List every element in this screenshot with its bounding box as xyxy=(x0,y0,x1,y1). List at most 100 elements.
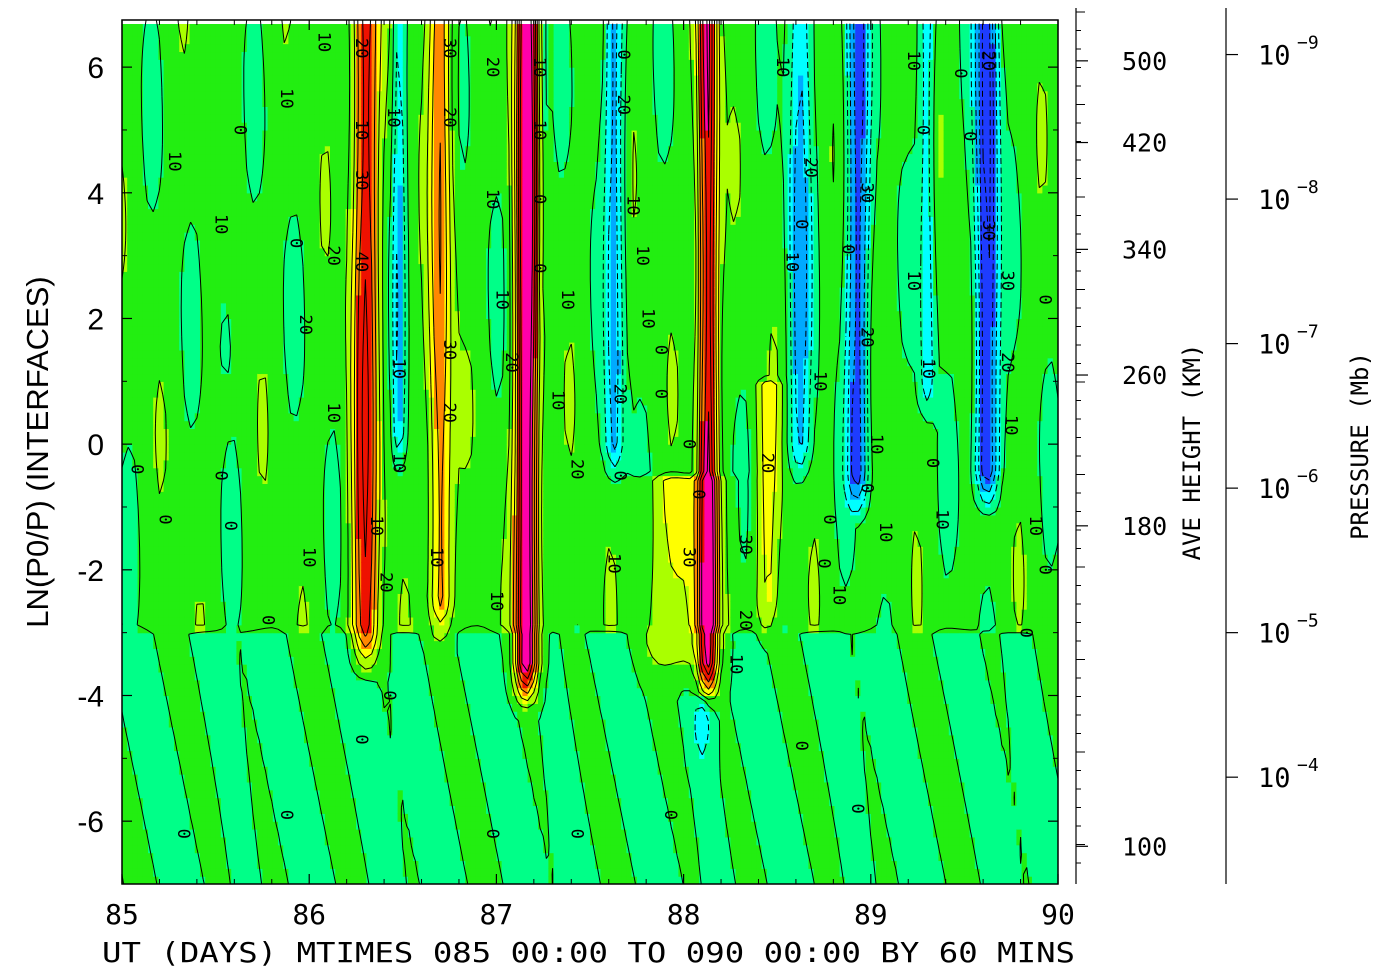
heatmap-cell xyxy=(137,616,144,626)
heatmap-cell xyxy=(179,640,185,649)
heatmap-cell xyxy=(132,373,139,382)
heatmap-cell xyxy=(283,208,289,217)
heatmap-cell xyxy=(335,74,341,84)
heatmap-cell xyxy=(350,742,357,752)
heatmap-cell xyxy=(236,161,243,170)
heatmap-cell xyxy=(272,687,279,697)
heatmap-cell xyxy=(205,200,211,210)
heatmap-cell xyxy=(168,813,175,822)
heatmap-cell xyxy=(304,829,310,838)
heatmap-cell xyxy=(293,326,300,335)
heatmap-cell xyxy=(184,648,191,657)
heatmap-cell xyxy=(210,789,217,799)
heatmap-cell xyxy=(293,349,300,359)
heatmap-cell xyxy=(158,514,165,524)
heatmap-cell xyxy=(257,616,263,626)
heatmap-cell xyxy=(267,294,274,304)
heatmap-cell xyxy=(168,506,175,516)
heatmap-cell xyxy=(257,703,263,712)
heatmap-cell xyxy=(137,279,144,288)
heatmap-cell xyxy=(288,129,295,139)
heatmap-cell xyxy=(200,789,206,799)
heatmap-cell xyxy=(293,491,300,500)
heatmap-cell xyxy=(267,585,274,594)
heatmap-cell xyxy=(168,192,175,202)
heatmap-cell xyxy=(304,365,310,375)
heatmap-cell xyxy=(257,43,263,53)
heatmap-cell xyxy=(158,129,165,139)
heatmap-cell xyxy=(335,860,341,869)
heatmap-cell xyxy=(298,184,305,194)
heatmap-cell xyxy=(137,656,144,665)
heatmap-cell xyxy=(226,263,232,272)
heatmap-cell xyxy=(220,444,227,453)
heatmap-cell xyxy=(309,365,315,375)
heatmap-cell xyxy=(272,671,279,681)
heatmap-cell xyxy=(241,679,248,689)
heatmap-cell xyxy=(236,860,243,869)
heatmap-cell xyxy=(345,129,352,139)
heatmap-cell xyxy=(158,664,165,673)
heatmap-cell xyxy=(179,758,185,767)
heatmap-cell xyxy=(335,342,341,351)
heatmap-cell xyxy=(137,137,144,147)
heatmap-cell xyxy=(293,389,300,398)
heatmap-cell xyxy=(142,546,149,555)
heatmap-cell xyxy=(257,436,263,445)
heatmap-cell xyxy=(226,129,232,139)
heatmap-cell xyxy=(345,381,352,390)
heatmap-cell xyxy=(210,67,217,76)
heatmap-cell xyxy=(314,271,321,280)
heatmap-cell xyxy=(148,664,154,673)
heatmap-cell xyxy=(137,397,144,406)
heatmap-cell xyxy=(163,153,170,162)
heatmap-cell xyxy=(314,51,321,60)
heatmap-cell xyxy=(215,671,222,681)
heatmap-cell xyxy=(179,67,185,76)
heatmap-cell xyxy=(220,106,227,115)
heatmap-cell xyxy=(350,145,357,155)
heatmap-cell xyxy=(340,656,347,665)
heatmap-cell xyxy=(163,342,170,351)
heatmap-cell xyxy=(184,98,191,107)
heatmap-cell xyxy=(288,860,295,869)
heatmap-cell xyxy=(272,137,279,147)
heatmap-cell xyxy=(174,247,180,257)
heatmap-cell xyxy=(304,561,310,571)
heatmap-cell xyxy=(246,522,253,532)
heatmap-cell xyxy=(324,357,331,367)
heatmap-cell xyxy=(236,122,243,131)
heatmap-cell xyxy=(298,624,305,634)
heatmap-cell xyxy=(330,797,336,807)
heatmap-cell xyxy=(163,208,170,217)
heatmap-cell xyxy=(200,758,206,767)
heatmap-cell xyxy=(272,263,279,272)
heatmap-cell xyxy=(330,129,336,139)
heatmap-cell xyxy=(298,27,305,37)
heatmap-cell xyxy=(127,318,133,327)
heatmap-cell xyxy=(356,860,362,869)
heatmap-cell xyxy=(309,35,315,45)
heatmap-cell xyxy=(283,263,289,272)
heatmap-cell xyxy=(345,640,352,649)
heatmap-cell xyxy=(153,687,159,697)
heatmap-cell xyxy=(319,530,326,539)
heatmap-cell xyxy=(205,294,211,304)
heatmap-cell xyxy=(127,656,133,665)
heatmap-cell xyxy=(246,766,253,775)
heatmap-cell xyxy=(174,436,180,445)
heatmap-cell xyxy=(215,349,222,359)
heatmap-cell xyxy=(189,813,196,822)
heatmap-cell xyxy=(293,27,300,37)
heatmap-cell xyxy=(226,436,232,445)
heatmap-cell xyxy=(340,184,347,194)
heatmap-cell xyxy=(345,397,352,406)
heatmap-cell xyxy=(158,114,165,123)
heatmap-cell xyxy=(184,342,191,351)
heatmap-cell xyxy=(132,122,139,131)
heatmap-cell xyxy=(148,263,154,272)
heatmap-cell xyxy=(163,624,170,634)
heatmap-cell xyxy=(174,349,180,359)
heatmap-cell xyxy=(350,577,357,587)
heatmap-cell xyxy=(132,734,139,744)
